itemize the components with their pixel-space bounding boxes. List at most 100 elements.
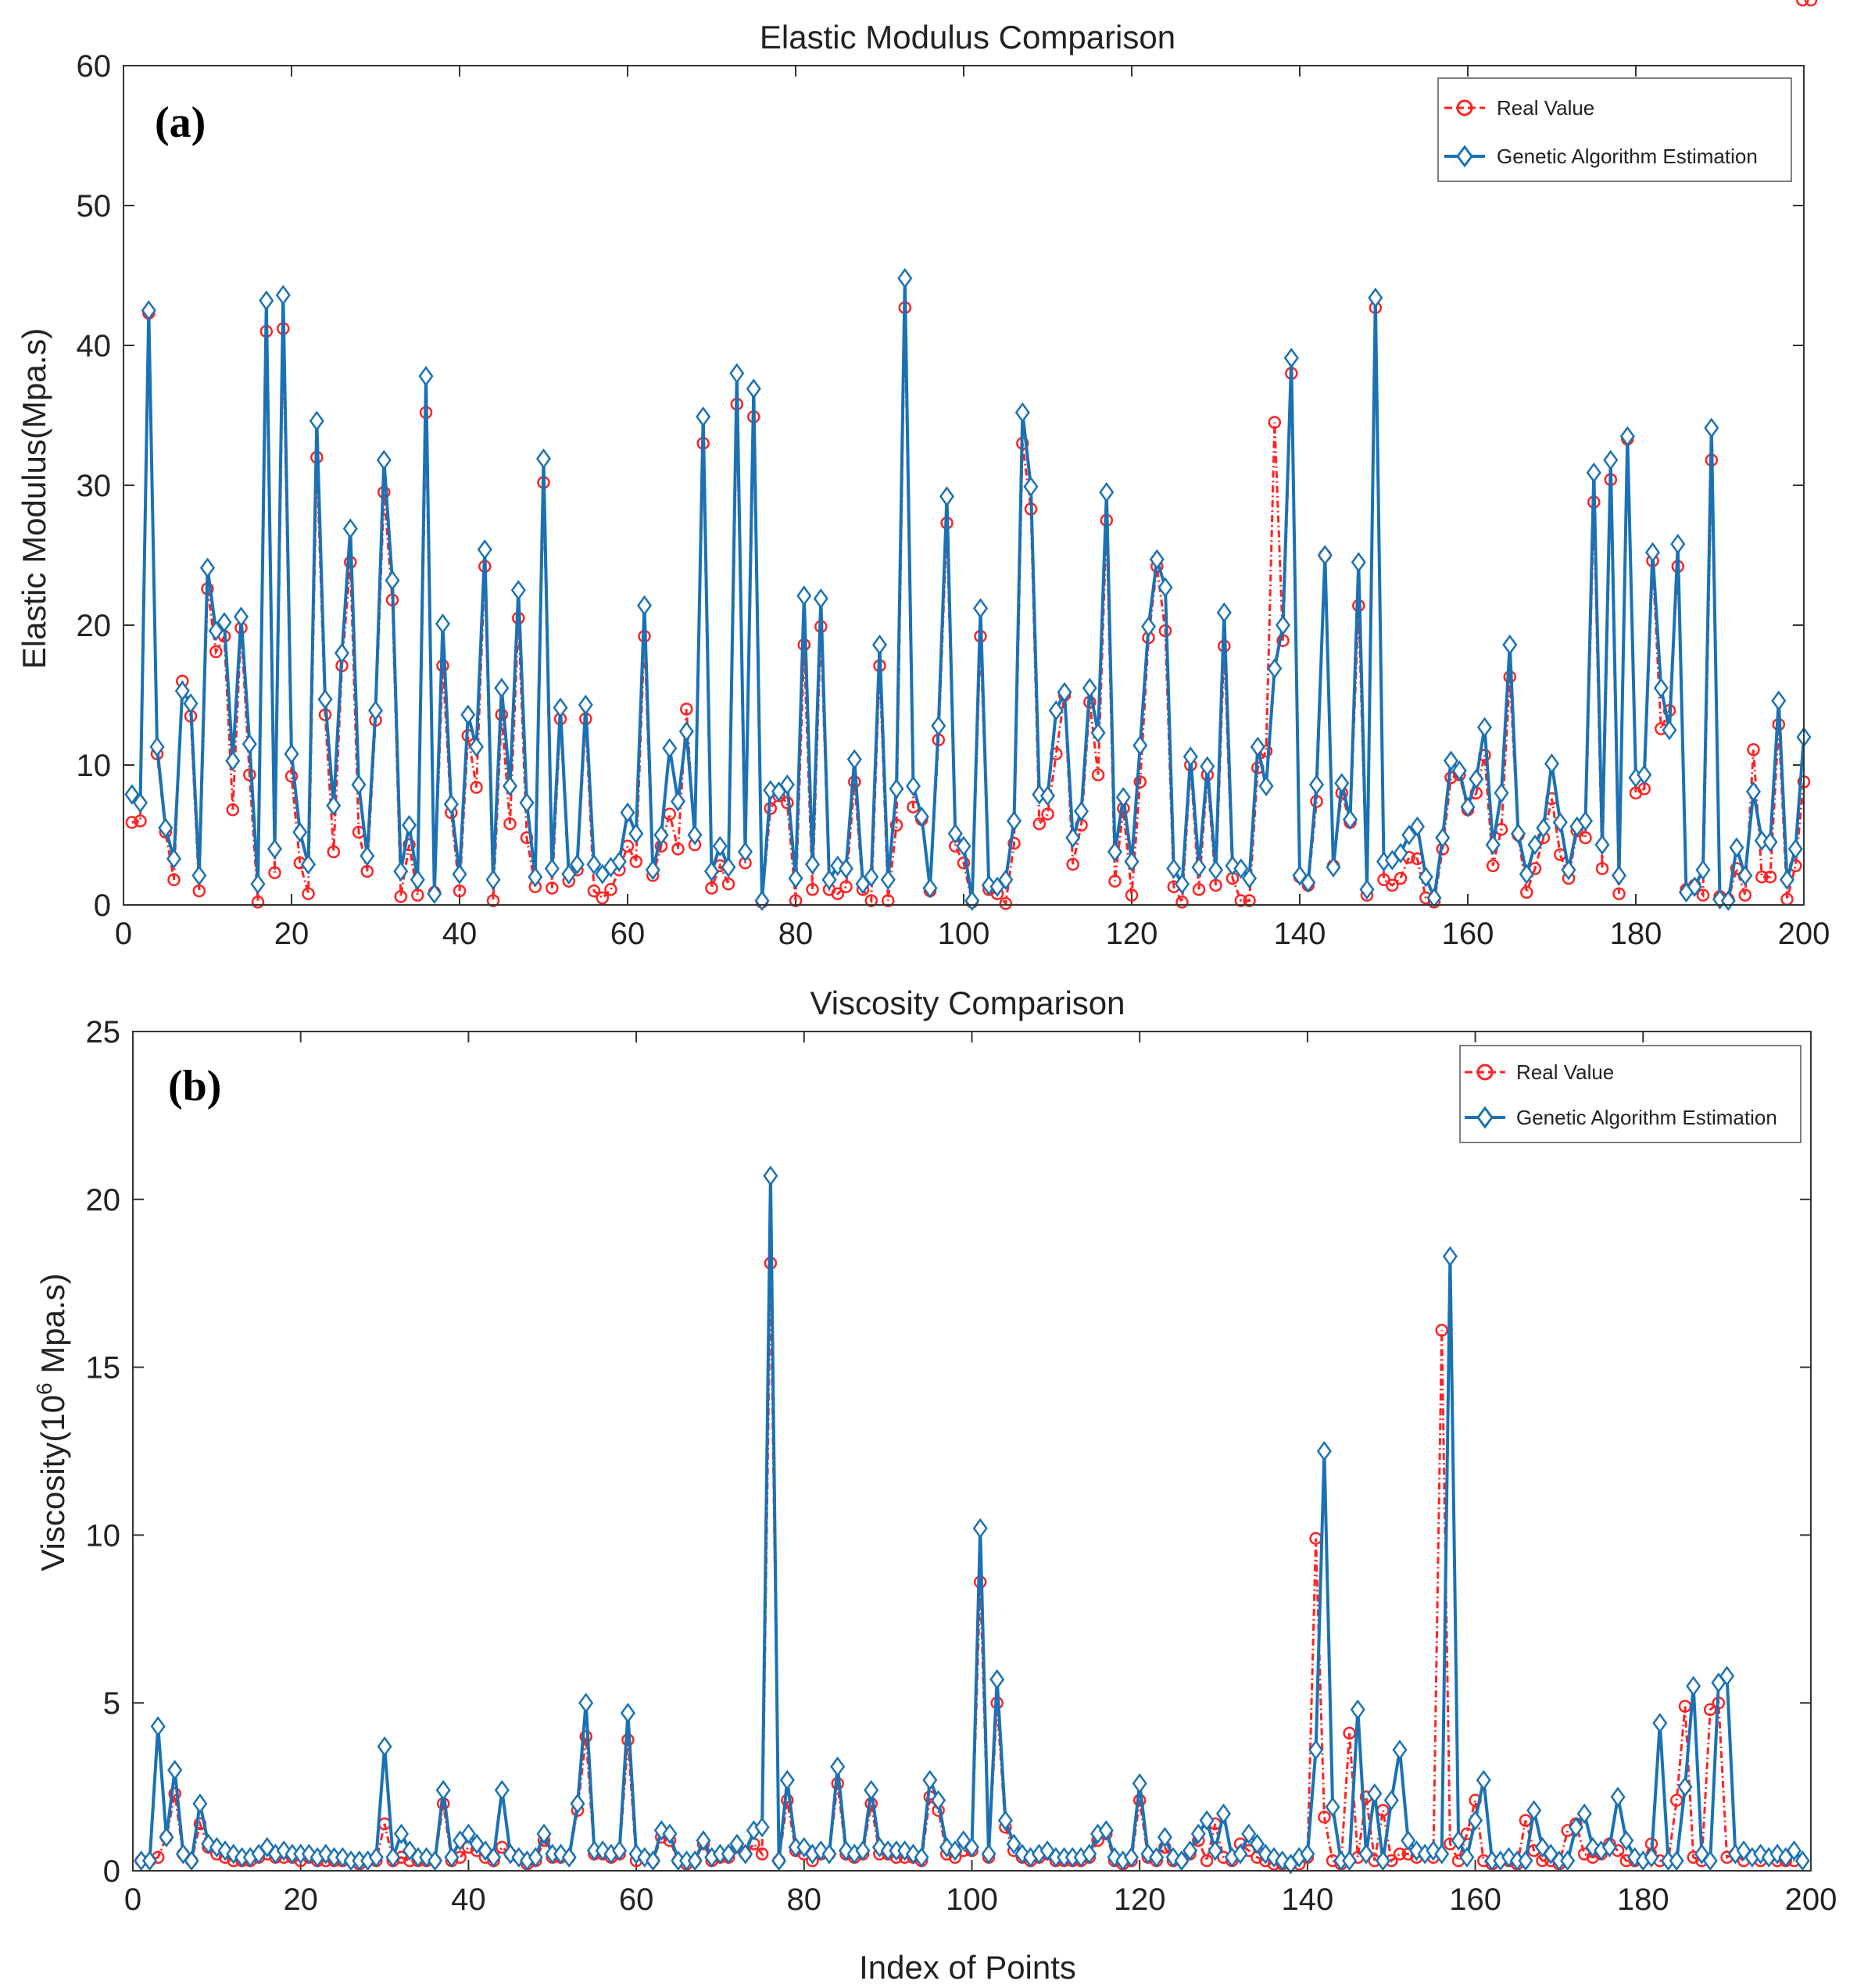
chart-b-x-tick-label: 120 [1114,1883,1166,1917]
chart-b-ga-estimation-point [435,1779,451,1801]
chart-a-real-value-point [134,814,147,828]
chart-a-real-value-point [1108,874,1122,888]
chart-a-ga-estimation-point [1745,781,1762,803]
chart-b-ga-estimation-point [1308,1740,1324,1761]
chart-b-ga-estimation-point [1208,1840,1223,1861]
chart-a-real-value-point [831,887,845,900]
chart-b-x-tick-label: 100 [946,1883,998,1917]
chart-a-ga-estimation-point [485,869,501,890]
chart-b-real-value-point [1577,1847,1591,1861]
chart-b-ga-estimation-point [1383,1790,1399,1811]
chart-b-ga-estimation-point [1392,1740,1408,1761]
chart-a-ga-estimation-point [678,720,694,742]
chart-a-ga-estimation-point [1577,810,1594,831]
chart-a-ga-estimation-point [183,693,199,714]
elastic-modulus-chart: Elastic Modulus Comparison (a) Elastic M… [16,19,1830,951]
chart-b-ga-estimation-point [864,1779,879,1801]
chart-b-ga-estimation-point [159,1826,174,1848]
chart-a-ga-estimation-point [317,688,333,710]
chart-b-ga-estimation-point [192,1793,208,1815]
chart-a-ga-estimation-point [216,612,232,633]
chart-a-legend-box [1437,77,1792,182]
chart-a-real-value-point [721,877,735,891]
chart-b-y-tick-label: 5 [103,1686,120,1721]
chart-b-y-tick-label: 15 [86,1351,121,1386]
chart-b-ga-estimation-point [1123,1847,1140,1868]
chart-a-ga-estimation-point [1687,876,1702,897]
chart-a-ga-estimation-point [1502,634,1518,656]
chart-b-real-value-point [579,1729,592,1743]
chart-b-y-tick-label: 10 [86,1518,121,1553]
legend-b-real-label: Real Value [1516,1060,1614,1084]
chart-a-ga-estimation-point [1351,552,1366,573]
chart-a-ga-estimation-point [1494,782,1509,803]
chart-a-real-value-point [1612,887,1626,900]
chart-a-ga-estimation-point [443,793,459,815]
chart-a-ga-estimation-point [1124,851,1140,872]
chart-a-real-value-point [604,883,617,896]
chart-a-ga-estimation-point [376,449,392,470]
chart-b-ga-estimation-point [444,1847,460,1868]
chart-a-real-value-point [596,891,610,905]
chart-a-ga-estimation-point [889,778,904,799]
chart-b-ga-estimation-point [1601,1836,1617,1858]
chart-a-x-tick-label: 100 [938,917,990,951]
chart-b-ga-estimation-point [1576,1803,1592,1825]
legend-b-real-marker [1476,1064,1494,1081]
chart-a-real-value-point [394,890,408,903]
chart-a-ga-estimation-point [309,410,324,431]
chart-b-ga-estimation-point [1174,1850,1190,1872]
chart-b-ga-estimation-point [620,1702,635,1724]
chart-a-ga-estimation-point [1090,722,1106,743]
legend-ga-marker [1456,145,1473,168]
chart-b-y-tick-label: 25 [86,1015,121,1049]
chart-b-real-value-point [1393,1847,1407,1861]
chart-a-real-value-point [327,845,341,859]
chart-a-ga-estimation-point [779,774,795,796]
chart-b-ga-estimation-point [646,1850,661,1872]
chart-b-real-value-point [1804,0,1818,7]
chart-a-ga-estimation-point [1771,690,1787,711]
chart-b-real-value-point [1796,0,1809,7]
chart-a-real-value-point [470,781,483,794]
chart-a-ga-estimation-point [1519,863,1534,885]
chart-a-real-value-point [587,884,601,898]
chart-a-y-tick-label: 0 [94,889,111,923]
chart-b-ga-estimation-point [377,1736,392,1757]
chart-a-real-value-point [1696,889,1710,902]
chart-a-x-tick-label: 80 [778,917,814,951]
chart-a-y-tick-label: 50 [77,189,112,223]
chart-a-real-value-point [268,866,281,880]
chart-a-ga-estimation-point [1460,796,1476,817]
chart-b-ga-estimation-point [1149,1847,1165,1868]
chart-a-ga-estimation-point [1057,681,1072,703]
chart-a-ga-estimation-point [1368,287,1383,309]
chart-b-ga-estimation-point [1350,1699,1365,1720]
chart-b-ga-estimation-point [964,1836,980,1858]
chart-b-ga-estimation-point [1686,1675,1701,1697]
chart-b-ga-estimation-point [612,1840,628,1861]
chart-b-ga-estimation-point [914,1847,929,1868]
chart-a-ga-estimation-point [1082,678,1097,699]
chart-b-ga-estimation-point [1215,1803,1232,1825]
chart-b-ga-estimation-line [141,1175,1804,1866]
chart-a-ga-estimation-point [905,775,921,797]
chart-a-ga-estimation-point [132,792,148,813]
chart-a-ga-estimation-point [746,378,761,399]
chart-a-ga-estimation-point [931,715,946,737]
chart-b-real-value-point [1343,1726,1356,1740]
chart-a-ga-estimation-point [653,824,669,846]
chart-b-ga-estimation-point [1190,1823,1206,1844]
chart-a-ga-estimation-point [351,774,367,796]
chart-a-ga-estimation-point [922,878,938,899]
chart-a-x-tick-label: 200 [1778,917,1830,951]
chart-b-ga-estimation-point [1401,1830,1416,1851]
chart-a-ga-estimation-point [729,363,745,384]
chart-a-x-tick-label: 120 [1106,917,1158,951]
chart-a-panel-label: (a) [155,98,206,147]
chart-a-real-value-point [1007,836,1021,850]
chart-a-ga-estimation-point [636,595,653,617]
chart-a-ga-estimation-point [528,867,543,888]
chart-a-ga-estimation-point [1779,869,1795,890]
chart-a-ga-estimation-point [1157,577,1173,598]
